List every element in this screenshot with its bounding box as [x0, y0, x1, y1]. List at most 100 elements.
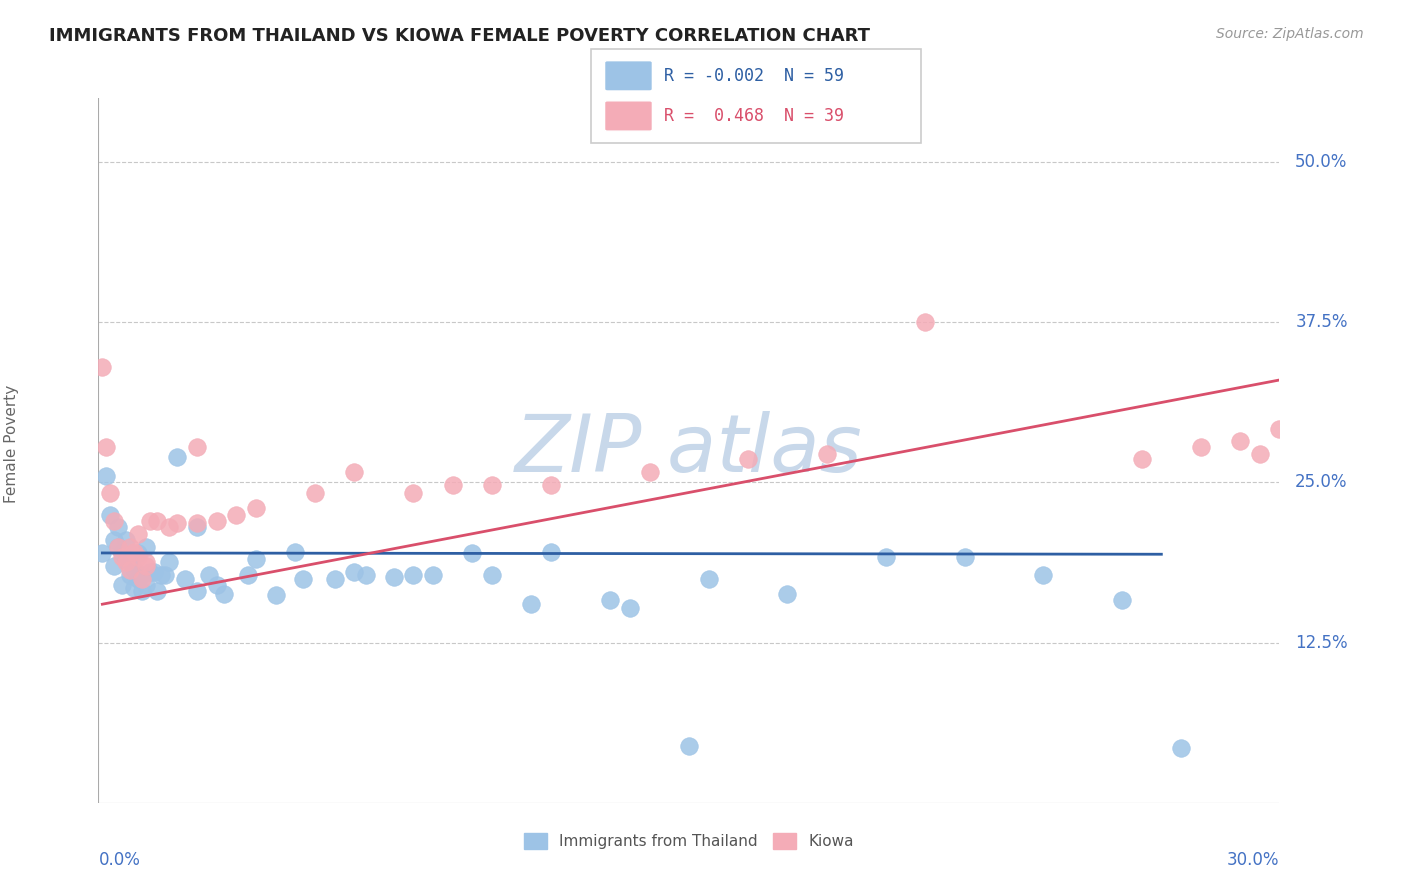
Point [122, 581, 145, 595]
Point [115, 555, 138, 569]
Point [599, 593, 621, 607]
Point [1229, 434, 1251, 449]
Point [441, 478, 464, 492]
Point [1111, 593, 1133, 607]
Text: 0.0%: 0.0% [98, 852, 141, 870]
Point [135, 558, 157, 573]
Point [205, 514, 228, 528]
Point [481, 567, 503, 582]
Point [205, 578, 228, 592]
Point [127, 546, 149, 560]
Point [1249, 447, 1271, 461]
Point [382, 570, 405, 584]
Point [111, 549, 134, 564]
Text: Source: ZipAtlas.com: Source: ZipAtlas.com [1216, 27, 1364, 41]
Point [284, 544, 307, 558]
Text: ZIP atlas: ZIP atlas [515, 411, 863, 490]
Point [264, 588, 287, 602]
Point [953, 549, 976, 564]
Legend: Immigrants from Thailand, Kiowa: Immigrants from Thailand, Kiowa [517, 827, 860, 855]
Point [197, 567, 219, 582]
Point [323, 572, 346, 586]
Point [115, 533, 138, 548]
Point [107, 540, 129, 554]
Point [142, 565, 165, 579]
Text: 30.0%: 30.0% [1227, 852, 1279, 870]
Point [186, 584, 208, 599]
Point [402, 567, 425, 582]
Point [107, 540, 129, 554]
Text: R =  0.468  N = 39: R = 0.468 N = 39 [664, 107, 844, 125]
Text: IMMIGRANTS FROM THAILAND VS KIOWA FEMALE POVERTY CORRELATION CHART: IMMIGRANTS FROM THAILAND VS KIOWA FEMALE… [49, 27, 870, 45]
Point [481, 478, 503, 492]
Point [138, 514, 160, 528]
Point [1032, 567, 1054, 582]
Point [737, 452, 759, 467]
Point [118, 567, 141, 582]
Point [138, 565, 160, 579]
Point [520, 597, 543, 611]
Point [1130, 452, 1153, 467]
Point [166, 516, 188, 531]
Point [157, 555, 180, 569]
Point [118, 540, 141, 554]
Point [150, 567, 173, 582]
Point [245, 501, 267, 516]
Point [91, 546, 114, 560]
Point [131, 572, 153, 586]
Point [354, 567, 377, 582]
Point [96, 469, 118, 483]
Point [131, 584, 153, 599]
Point [619, 601, 641, 615]
Point [236, 567, 259, 582]
Point [540, 478, 562, 492]
Point [103, 558, 125, 573]
Point [875, 549, 897, 564]
Point [422, 567, 444, 582]
Text: Female Poverty: Female Poverty [4, 385, 20, 503]
Point [131, 567, 153, 582]
Point [402, 485, 425, 500]
Point [111, 578, 134, 592]
Point [122, 563, 145, 577]
Point [166, 450, 188, 464]
Point [186, 440, 208, 454]
Point [135, 540, 157, 554]
Point [91, 360, 114, 375]
Point [118, 555, 141, 569]
Point [127, 526, 149, 541]
Point [461, 546, 484, 560]
Point [103, 514, 125, 528]
Point [776, 587, 799, 601]
Point [146, 584, 169, 599]
Point [914, 315, 936, 329]
Text: R = -0.002  N = 59: R = -0.002 N = 59 [664, 67, 844, 85]
Point [98, 508, 121, 522]
Point [98, 485, 121, 500]
Point [155, 567, 177, 582]
Text: 12.5%: 12.5% [1295, 633, 1348, 652]
Point [343, 565, 366, 579]
Point [107, 520, 129, 534]
Point [678, 739, 700, 754]
Point [1170, 740, 1192, 755]
Point [127, 572, 149, 586]
Point [157, 520, 180, 534]
Point [135, 555, 157, 569]
Point [146, 514, 169, 528]
Point [1189, 440, 1212, 454]
Point [186, 516, 208, 531]
Point [225, 508, 247, 522]
Point [135, 578, 157, 592]
Point [186, 520, 208, 534]
Text: 50.0%: 50.0% [1295, 153, 1347, 171]
Point [111, 546, 134, 560]
Point [174, 572, 197, 586]
Point [118, 563, 141, 577]
Point [815, 447, 838, 461]
Point [343, 465, 366, 479]
Point [245, 552, 267, 566]
Point [127, 549, 149, 564]
Point [292, 572, 315, 586]
Point [638, 465, 661, 479]
